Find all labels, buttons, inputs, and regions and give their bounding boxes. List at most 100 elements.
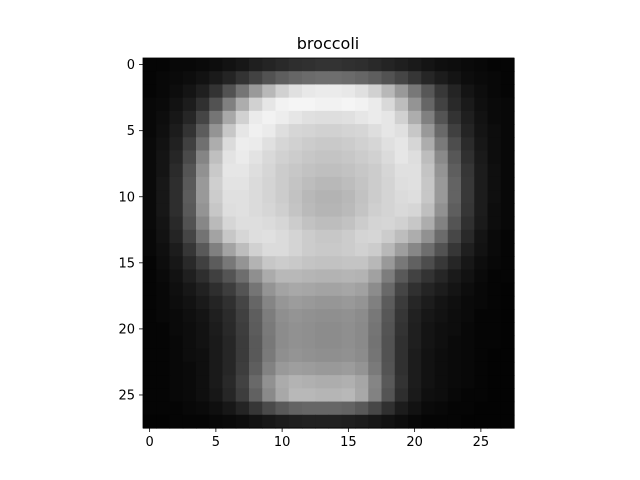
heatmap-cell [196, 58, 210, 72]
heatmap-cell [408, 177, 422, 191]
heatmap-cell [209, 388, 223, 402]
heatmap-cell [143, 296, 157, 310]
heatmap-cell [302, 124, 316, 138]
heatmap-cell [355, 137, 369, 151]
heatmap-cell [276, 375, 290, 389]
heatmap-cell [170, 336, 184, 350]
heatmap-cell [501, 349, 515, 363]
heatmap-cell [170, 164, 184, 178]
heatmap-cell [223, 269, 237, 283]
heatmap-cell [289, 164, 303, 178]
heatmap-cell [276, 388, 290, 402]
heatmap-cell [156, 58, 170, 72]
heatmap-cell [249, 177, 263, 191]
y-tick-label: 10 [118, 190, 135, 205]
heatmap-cell [368, 230, 382, 244]
heatmap-cell [368, 415, 382, 429]
heatmap-cell [276, 111, 290, 125]
y-tick-label: 0 [127, 58, 135, 73]
heatmap-cell [488, 415, 502, 429]
heatmap-cell [183, 402, 197, 416]
heatmap-cell [156, 415, 170, 429]
heatmap-cell [315, 164, 329, 178]
heatmap-cell [302, 164, 316, 178]
heatmap-cell [196, 111, 210, 125]
heatmap-cell [315, 98, 329, 112]
heatmap-cell [501, 309, 515, 323]
heatmap-cell [170, 98, 184, 112]
heatmap-cell [368, 402, 382, 416]
heatmap-cell [223, 283, 237, 297]
heatmap-cell [156, 84, 170, 98]
heatmap-cell [183, 375, 197, 389]
heatmap-cell [236, 71, 250, 85]
heatmap-cell [289, 309, 303, 323]
heatmap-cell [461, 111, 475, 125]
heatmap-cell [368, 349, 382, 363]
heatmap-cell [276, 190, 290, 204]
heatmap-cell [223, 362, 237, 376]
heatmap-cell [236, 230, 250, 244]
heatmap-cell [276, 137, 290, 151]
heatmap-cell [501, 137, 515, 151]
heatmap-cell [461, 71, 475, 85]
heatmap-cell [289, 269, 303, 283]
heatmap-cell [302, 309, 316, 323]
heatmap-cell [262, 111, 276, 125]
heatmap-cell [408, 349, 422, 363]
heatmap-cell [408, 124, 422, 138]
x-tick-label: 25 [473, 435, 490, 450]
heatmap-cell [196, 296, 210, 310]
heatmap-cell [461, 402, 475, 416]
heatmap-cell [395, 375, 409, 389]
heatmap-cell [276, 243, 290, 257]
heatmap-cell [262, 402, 276, 416]
heatmap-cell [408, 283, 422, 297]
chart-title: broccoli [297, 34, 359, 53]
heatmap-cell [170, 243, 184, 257]
heatmap-cell [448, 177, 462, 191]
heatmap-cell [276, 177, 290, 191]
heatmap-cell [448, 283, 462, 297]
heatmap-cell [461, 322, 475, 336]
heatmap-cell [276, 322, 290, 336]
heatmap-cell [302, 203, 316, 217]
heatmap-cell [156, 243, 170, 257]
heatmap-cell [395, 190, 409, 204]
heatmap-cell [488, 269, 502, 283]
heatmap-cell [315, 269, 329, 283]
heatmap-cell [289, 375, 303, 389]
heatmap-cell [302, 177, 316, 191]
heatmap-cell [249, 190, 263, 204]
heatmap-cell [156, 230, 170, 244]
heatmap-cell [488, 243, 502, 257]
heatmap-cell [236, 84, 250, 98]
heatmap-cell [461, 124, 475, 138]
heatmap-cell [342, 349, 356, 363]
heatmap-cell [408, 375, 422, 389]
heatmap-cell [196, 388, 210, 402]
heatmap-cell [156, 375, 170, 389]
heatmap-cell [488, 177, 502, 191]
y-tick-label: 20 [118, 322, 135, 337]
heatmap-cell [289, 322, 303, 336]
heatmap-cell [223, 164, 237, 178]
heatmap-cell [143, 177, 157, 191]
heatmap-cell [315, 190, 329, 204]
heatmap-cell [421, 111, 435, 125]
heatmap-cell [382, 402, 396, 416]
heatmap-cell [302, 296, 316, 310]
heatmap-cell [249, 415, 263, 429]
heatmap-cell [448, 190, 462, 204]
heatmap-cell [302, 98, 316, 112]
heatmap-cell [302, 111, 316, 125]
heatmap-cell [342, 415, 356, 429]
heatmap-cell [223, 230, 237, 244]
heatmap-cell [421, 375, 435, 389]
heatmap-cell [474, 230, 488, 244]
heatmap-cell [488, 58, 502, 72]
heatmap-cell [355, 243, 369, 257]
heatmap-cell [329, 203, 343, 217]
heatmap-cell [435, 388, 449, 402]
heatmap-cell [474, 388, 488, 402]
